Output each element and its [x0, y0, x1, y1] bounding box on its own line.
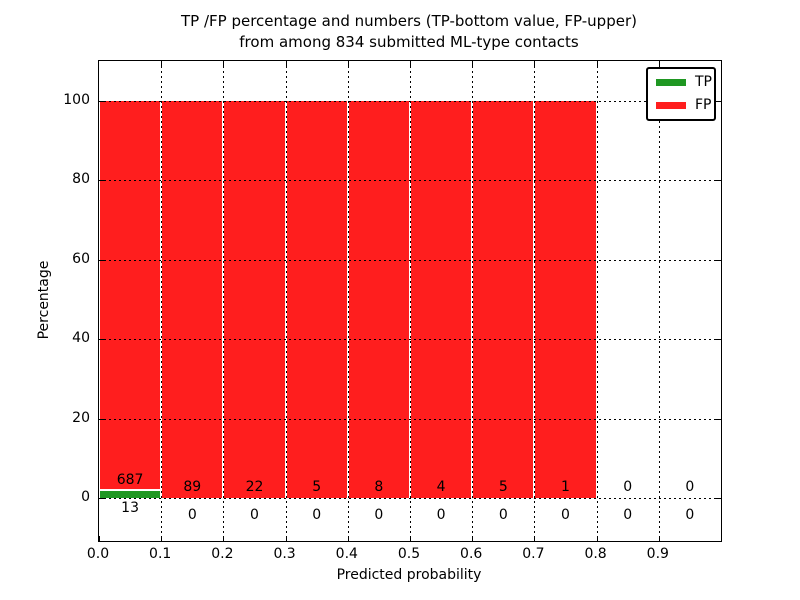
x-tick-bottom — [472, 536, 474, 541]
x-tick-label: 0.6 — [460, 546, 483, 562]
fp-count-label: 22 — [245, 479, 264, 495]
x-tick-top — [285, 61, 287, 66]
fp-count-label: 0 — [685, 479, 695, 495]
v-gridline — [658, 61, 660, 541]
x-tick-label: 0.4 — [335, 546, 358, 562]
v-gridline — [596, 61, 598, 541]
tp-count-label: 0 — [374, 507, 384, 523]
fp-count-label: 0 — [623, 479, 633, 495]
y-tick-label: 100 — [63, 92, 90, 108]
x-tick-bottom — [161, 536, 163, 541]
bar-fp — [473, 101, 534, 498]
x-tick-top — [596, 61, 598, 66]
x-tick-label: 0.9 — [646, 546, 669, 562]
y-tick-right — [716, 101, 721, 102]
bar-fp — [348, 101, 409, 498]
fp-count-label: 5 — [312, 479, 322, 495]
x-tick-top — [223, 61, 225, 66]
y-tick-left — [99, 339, 104, 341]
fp-count-label: 4 — [436, 479, 446, 495]
v-gridline — [223, 61, 225, 541]
x-tick-bottom — [658, 536, 660, 541]
y-tick-label: 60 — [72, 250, 90, 267]
x-tick-top — [347, 61, 349, 66]
tp-count-label: 0 — [250, 507, 259, 523]
y-axis-label: Percentage — [36, 260, 52, 340]
legend-swatch-fp — [656, 102, 686, 109]
bar-fp — [224, 101, 285, 498]
x-tick-label: 0.8 — [584, 546, 607, 562]
x-tick-label: 0.1 — [149, 546, 172, 562]
bar-fp — [162, 101, 223, 498]
x-tick-label: 0.5 — [397, 546, 421, 562]
legend-label: TP — [695, 74, 712, 90]
y-tick-label: 20 — [72, 409, 90, 426]
tp-count-label: 0 — [685, 507, 695, 523]
x-tick-bottom — [285, 536, 287, 541]
y-tick-left — [99, 101, 104, 102]
tp-count-label: 0 — [436, 507, 446, 523]
fp-count-label: 687 — [116, 471, 144, 488]
v-gridline — [472, 61, 474, 541]
chart-title-line1: TP /FP percentage and numbers (TP-bottom… — [181, 12, 637, 30]
y-tick-right — [716, 259, 721, 261]
v-gridline — [410, 61, 411, 541]
v-gridline — [285, 61, 287, 541]
x-tick-top — [161, 61, 163, 66]
x-tick-label: 0.3 — [273, 546, 296, 562]
legend: TP FP — [646, 67, 716, 121]
bar-fp — [286, 101, 347, 498]
y-tick-left — [99, 418, 104, 420]
x-tick-bottom — [99, 536, 100, 541]
x-tick-bottom — [223, 536, 225, 541]
bar-fp — [100, 101, 161, 490]
fp-count-label: 89 — [183, 479, 202, 495]
x-tick-bottom — [534, 536, 536, 541]
x-tick-label: 0.0 — [86, 546, 110, 562]
tp-count-label: 0 — [187, 507, 197, 523]
x-tick-label: 0.2 — [211, 546, 234, 562]
fp-count-label: 1 — [561, 479, 570, 495]
y-tick-label: 40 — [72, 330, 90, 347]
legend-label: FP — [695, 97, 712, 113]
v-gridline — [347, 61, 349, 541]
y-tick-right — [716, 339, 721, 341]
y-tick-label: 0 — [81, 489, 90, 505]
tp-count-label: 0 — [498, 507, 508, 523]
fp-count-label: 5 — [498, 479, 508, 495]
x-tick-top — [658, 61, 660, 66]
y-tick-left — [99, 259, 104, 261]
legend-row: TP — [656, 75, 712, 90]
legend-row: FP — [656, 98, 712, 113]
x-tick-label: 0.7 — [522, 546, 545, 562]
chart-title-line2: from among 834 submitted ML-type contact… — [239, 33, 579, 51]
x-tick-top — [534, 61, 536, 66]
y-tick-right — [716, 418, 721, 420]
fp-count-label: 8 — [374, 479, 384, 495]
x-tick-top — [472, 61, 474, 66]
tp-count-label: 0 — [312, 507, 322, 523]
plot-area: 687 13 89 0 22 0 5 0 8 0 4 0 5 0 1 0 0 0 0 0 TP FP — [98, 60, 722, 542]
v-gridline — [161, 61, 163, 541]
y-tick-left — [99, 498, 104, 499]
x-tick-bottom — [596, 536, 598, 541]
y-tick-label: 80 — [72, 171, 90, 188]
y-tick-left — [99, 180, 104, 182]
y-tick-right — [716, 180, 721, 182]
y-tick-right — [716, 498, 721, 499]
x-tick-bottom — [347, 536, 349, 541]
chart-title: TP /FP percentage and numbers (TP-bottom… — [98, 11, 720, 53]
x-axis-label: Predicted probability — [336, 567, 482, 583]
legend-swatch-tp — [656, 79, 686, 86]
bar-fp — [535, 101, 596, 498]
bar-fp — [411, 101, 472, 498]
x-tick-top — [410, 61, 411, 66]
tp-count-label: 0 — [623, 507, 633, 523]
tp-count-label: 13 — [121, 499, 140, 516]
tp-count-label: 0 — [561, 507, 570, 523]
v-gridline — [534, 61, 536, 541]
bar-tp — [100, 490, 161, 498]
x-tick-bottom — [410, 536, 411, 541]
